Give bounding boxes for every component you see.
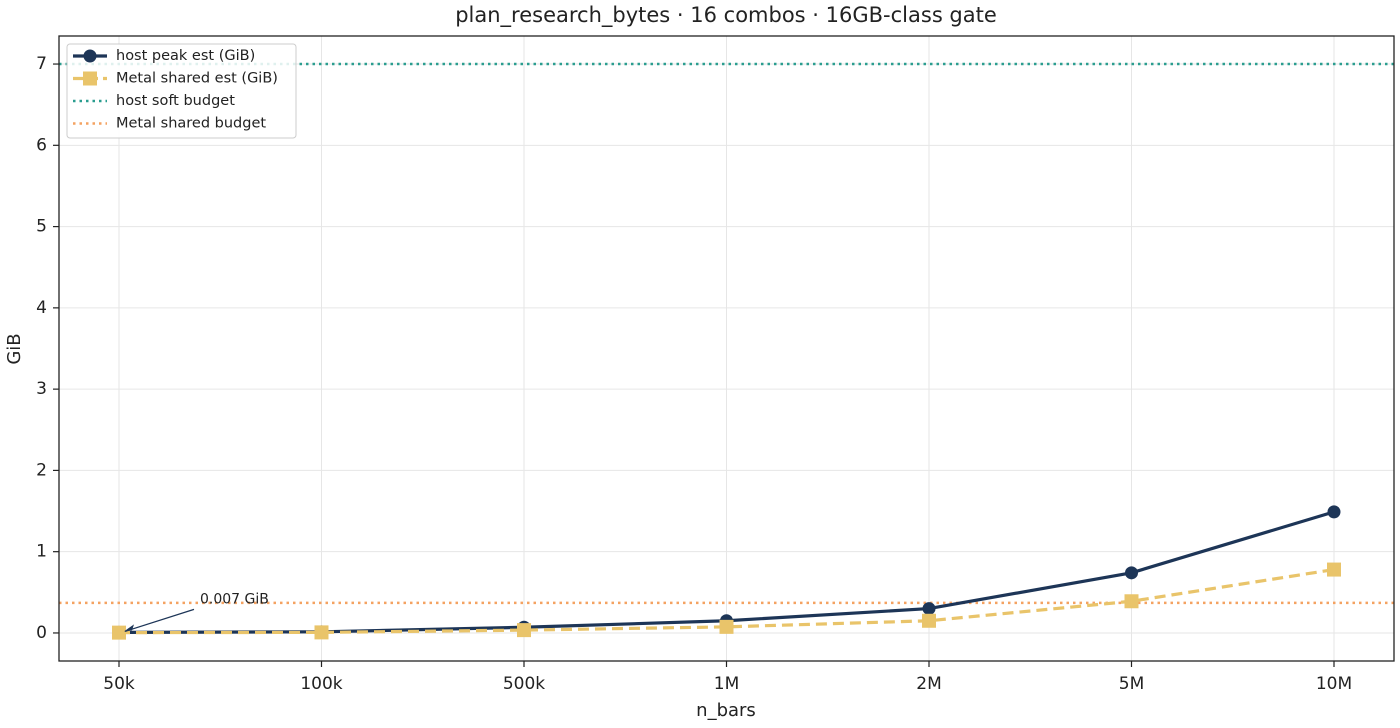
marker bbox=[83, 71, 97, 86]
marker bbox=[314, 625, 329, 640]
x-tick-label: 100k bbox=[300, 674, 342, 694]
y-axis-label: GiB bbox=[4, 333, 25, 364]
y-tick-label: 5 bbox=[36, 217, 47, 237]
marker bbox=[112, 625, 126, 640]
y-tick-label: 2 bbox=[36, 460, 47, 480]
x-tick-label: 5M bbox=[1119, 674, 1144, 694]
marker bbox=[922, 602, 936, 616]
marker bbox=[1124, 594, 1139, 609]
marker bbox=[1125, 566, 1138, 580]
legend: host peak est (GiB) Metal shared est (GiB… bbox=[66, 43, 297, 139]
y-tick-label: 6 bbox=[36, 135, 47, 155]
annotation: 0.007 GiB bbox=[200, 591, 269, 607]
y-tick-label: 4 bbox=[36, 298, 47, 318]
annotation-arrowhead bbox=[124, 624, 134, 632]
x-tick-label: 1M bbox=[714, 674, 739, 694]
plot-frame bbox=[58, 35, 1395, 662]
x-tick-label: 2M bbox=[916, 674, 941, 694]
chart-title: plan_research_bytes · 16 combos · 16GB-c… bbox=[455, 3, 997, 28]
legend-label: host peak est (GiB) bbox=[116, 48, 255, 64]
legend-label: Metal shared est (GiB) bbox=[116, 71, 278, 87]
legend-label: host soft budget bbox=[116, 93, 235, 109]
y-tick-label: 7 bbox=[36, 54, 47, 74]
marker bbox=[83, 49, 97, 63]
marker bbox=[517, 623, 531, 638]
marker bbox=[1327, 505, 1341, 519]
x-tick-label: 50k bbox=[103, 674, 135, 694]
y-tick-label: 0 bbox=[36, 623, 47, 643]
x-tick-label: 500k bbox=[503, 674, 545, 694]
annotation-arrow bbox=[124, 608, 195, 633]
marker bbox=[719, 619, 734, 634]
marker bbox=[1327, 562, 1341, 577]
marker bbox=[922, 613, 936, 628]
y-tick-label: 3 bbox=[36, 379, 47, 399]
legend-label: Metal shared budget bbox=[116, 116, 266, 132]
x-axis-label: n_bars bbox=[696, 700, 756, 721]
x-tick-label: 10M bbox=[1316, 674, 1352, 694]
legend-box bbox=[66, 43, 297, 139]
y-tick-label: 1 bbox=[36, 542, 47, 562]
